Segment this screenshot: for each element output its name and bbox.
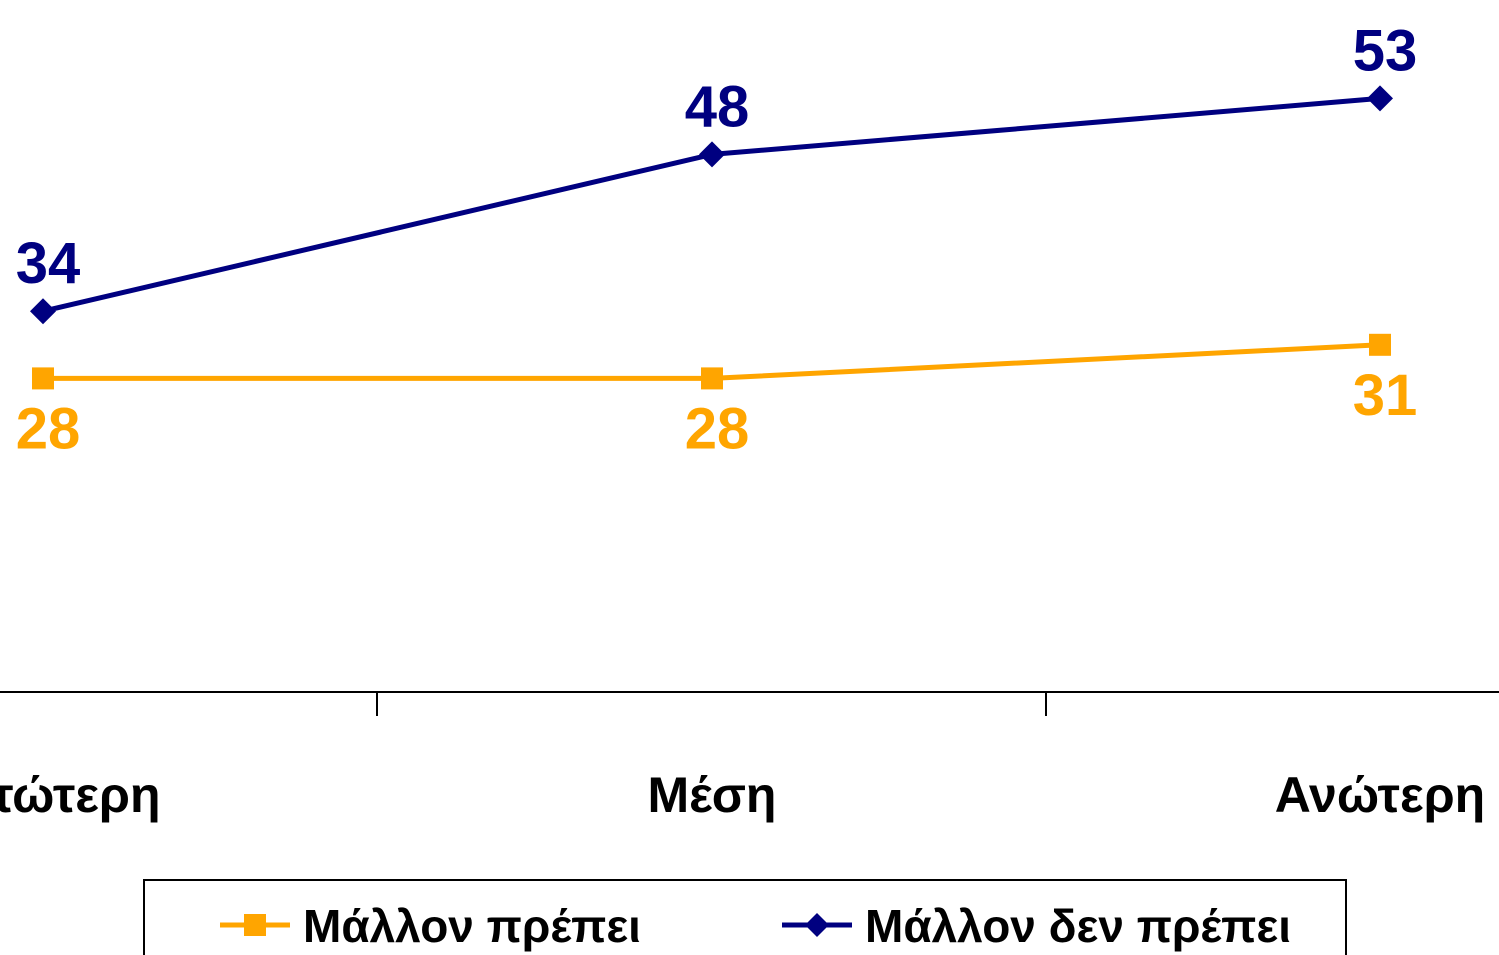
data-label: 48	[685, 74, 750, 139]
x-axis: Κατώτερη Μέση Ανώτερη	[0, 691, 1499, 823]
data-label: 34	[16, 231, 81, 296]
legend-label: Μάλλον πρέπει	[303, 900, 641, 952]
series-lines	[42, 95, 1381, 381]
data-label: 53	[1353, 18, 1418, 83]
data-point	[699, 141, 725, 168]
series-markers	[30, 85, 1393, 390]
x-tick-label: Ανώτερη	[1275, 767, 1485, 823]
data-label: 28	[16, 396, 81, 461]
data-point	[1367, 85, 1393, 112]
data-point	[1369, 333, 1391, 356]
x-tick-label: Κατώτερη	[0, 767, 161, 823]
legend-marker	[244, 914, 266, 936]
data-label: 28	[685, 396, 750, 461]
data-labels: 28 28 31 34 48 53	[16, 18, 1418, 461]
data-label: 31	[1353, 363, 1418, 428]
legend-marker	[805, 913, 829, 937]
legend-label: Μάλλον δεν πρέπει	[865, 900, 1291, 952]
data-point	[32, 367, 54, 390]
legend: Μάλλον πρέπει Μάλλον δεν πρέπει	[143, 879, 1347, 955]
legend-box	[143, 879, 1347, 955]
data-point	[30, 298, 56, 325]
x-tick-label: Μέση	[648, 767, 777, 823]
data-point	[701, 367, 723, 390]
